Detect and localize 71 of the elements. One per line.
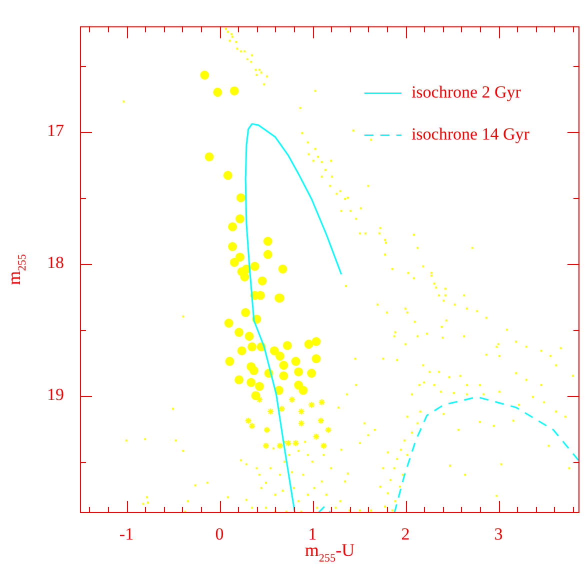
y-tick-label: 17 [47,121,64,140]
point [284,439,292,447]
point [234,375,244,384]
point [318,398,326,406]
point [276,442,284,450]
point [320,442,328,450]
point [256,396,264,404]
point [250,262,260,271]
point [230,258,239,267]
point [255,382,264,391]
x-tick-label: 0 [215,524,224,544]
point [263,426,271,434]
point [312,432,320,440]
y-tick-label: 19 [47,385,64,404]
point [240,272,250,282]
point [279,360,288,370]
point [275,352,284,361]
point [307,368,316,378]
point [312,337,321,346]
point [288,396,296,404]
point [291,356,300,366]
y-tick-label: 18 [47,253,64,272]
point [298,386,308,395]
point [235,252,244,262]
x-tick-label: 1 [308,524,317,544]
point [262,442,270,450]
legend-label: isochrone 14 Gyr [411,124,530,144]
point [292,439,300,447]
point [244,332,254,341]
point [258,276,267,286]
point [213,88,222,97]
point [248,422,256,430]
point [267,408,274,416]
point [200,70,210,80]
legend-label: isochrone 2 Gyr [411,82,522,102]
point [278,405,286,412]
point [263,236,272,246]
point [230,86,239,96]
point [282,340,292,350]
point [241,308,250,317]
point [228,222,238,232]
point [251,391,260,400]
point [298,420,305,427]
point [308,401,316,408]
y-axis-title: m255 [4,254,28,285]
point [270,346,279,356]
point [234,328,244,337]
point [223,170,232,180]
x-tick-label: -1 [119,524,134,544]
point [248,342,257,352]
x-tick-label: 2 [401,524,410,544]
point [237,346,246,356]
point [298,408,305,416]
x-tick-label: 3 [494,524,503,544]
point [294,367,304,376]
point [236,193,246,202]
point [225,356,234,366]
point [263,250,272,259]
point [246,362,256,372]
point [204,152,214,162]
point [224,318,234,328]
point [235,214,244,224]
point [312,354,321,364]
point [244,417,252,424]
point [278,264,288,274]
point [324,426,332,434]
point [246,378,256,387]
point [304,340,314,349]
point [317,417,324,424]
point [228,242,238,252]
point [279,371,288,380]
